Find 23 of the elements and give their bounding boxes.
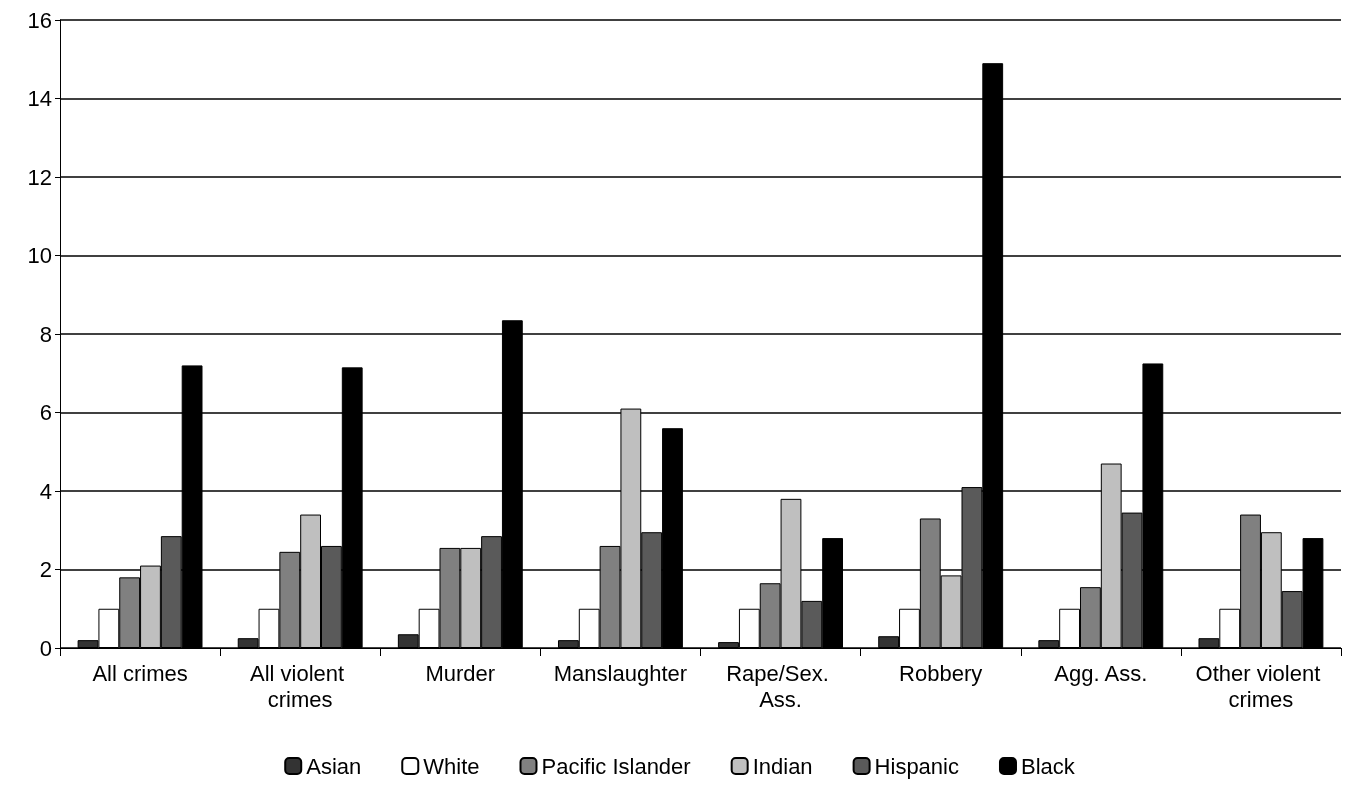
y-tick-label: 6 (39, 400, 52, 425)
x-tick-label: Manslaughter (553, 660, 688, 686)
x-tick-label: All violent crimes (250, 660, 351, 712)
y-tick-label: 14 (27, 86, 52, 111)
x-tick-label: Agg. Ass. (1054, 660, 1148, 686)
y-tick-label: 16 (27, 7, 52, 33)
y-tick-label: 4 (39, 478, 52, 504)
x-tick-label: Murder (425, 660, 496, 686)
x-tick-label: Robbery (899, 660, 983, 686)
y-tick-label: 12 (27, 164, 52, 190)
y-tick-label: 8 (39, 321, 52, 347)
legend-label: Indian (752, 753, 813, 779)
y-tick-label: 0 (39, 635, 52, 661)
x-tick-label: All crimes (92, 660, 188, 686)
legend-label: Black (1020, 753, 1076, 779)
x-tick-label: Other violent crimes (1195, 660, 1327, 712)
legend-label: Pacific Islander (541, 753, 691, 779)
legend-label: Asian (306, 753, 362, 779)
x-tick-label: Rape/Sex. Ass. (726, 660, 835, 712)
legend-label: White (423, 753, 480, 779)
y-tick-label: 2 (39, 557, 52, 582)
y-tick-label: 10 (27, 243, 52, 268)
legend-label: Hispanic (874, 753, 959, 779)
